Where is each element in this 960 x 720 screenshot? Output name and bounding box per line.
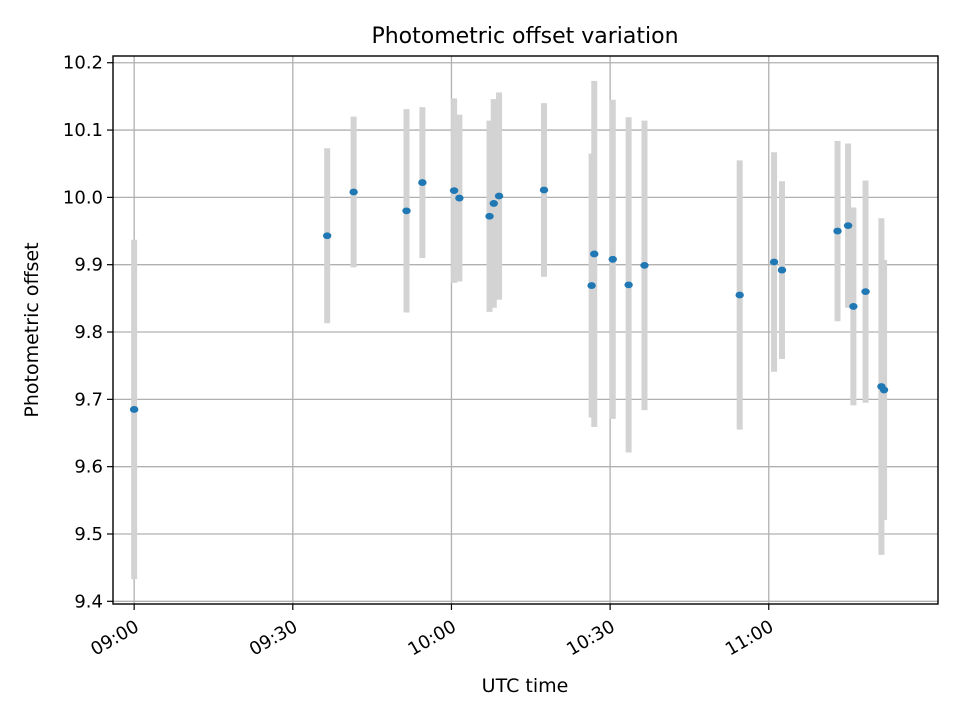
y-tick-label: 9.7 xyxy=(74,389,103,410)
data-point xyxy=(494,192,504,200)
y-axis-label: Photometric offset xyxy=(21,242,43,417)
data-point xyxy=(349,188,358,196)
data-point xyxy=(539,186,549,194)
y-tick-label: 9.5 xyxy=(74,524,103,545)
data-point xyxy=(608,255,617,263)
chart-title: Photometric offset variation xyxy=(371,24,678,49)
data-point xyxy=(322,232,332,240)
y-tick-label: 9.4 xyxy=(74,591,103,612)
data-point xyxy=(640,261,649,269)
data-point xyxy=(735,291,744,299)
data-point xyxy=(879,386,889,394)
data-point xyxy=(489,200,498,207)
axes-frame xyxy=(112,55,939,605)
y-tick-label: 10.2 xyxy=(63,53,103,74)
data-point xyxy=(129,406,139,413)
data-point xyxy=(449,187,459,195)
grid xyxy=(113,56,938,604)
y-tick-label: 9.9 xyxy=(74,255,103,276)
data-point xyxy=(843,222,853,230)
y-tick-label: 10.0 xyxy=(63,187,103,208)
data-point xyxy=(455,194,464,202)
data-point xyxy=(402,207,411,215)
data-point xyxy=(833,227,842,235)
y-tick-label: 10.1 xyxy=(63,120,103,141)
data-points xyxy=(129,179,889,413)
data-point xyxy=(777,266,787,274)
y-tick-label: 9.8 xyxy=(74,322,103,343)
y-axis-ticks: 9.4 9.5 9.6 9.7 9.8 9.9 10.0 10.1 10.2 xyxy=(63,53,113,612)
data-point xyxy=(861,288,870,296)
x-axis-label: UTC time xyxy=(482,675,569,697)
data-point xyxy=(590,250,599,258)
data-point xyxy=(587,282,596,289)
data-point xyxy=(624,281,633,289)
data-point xyxy=(769,258,779,266)
y-tick-label: 9.6 xyxy=(74,457,103,478)
data-point xyxy=(485,212,494,220)
data-point xyxy=(849,303,858,310)
data-point xyxy=(418,179,427,186)
